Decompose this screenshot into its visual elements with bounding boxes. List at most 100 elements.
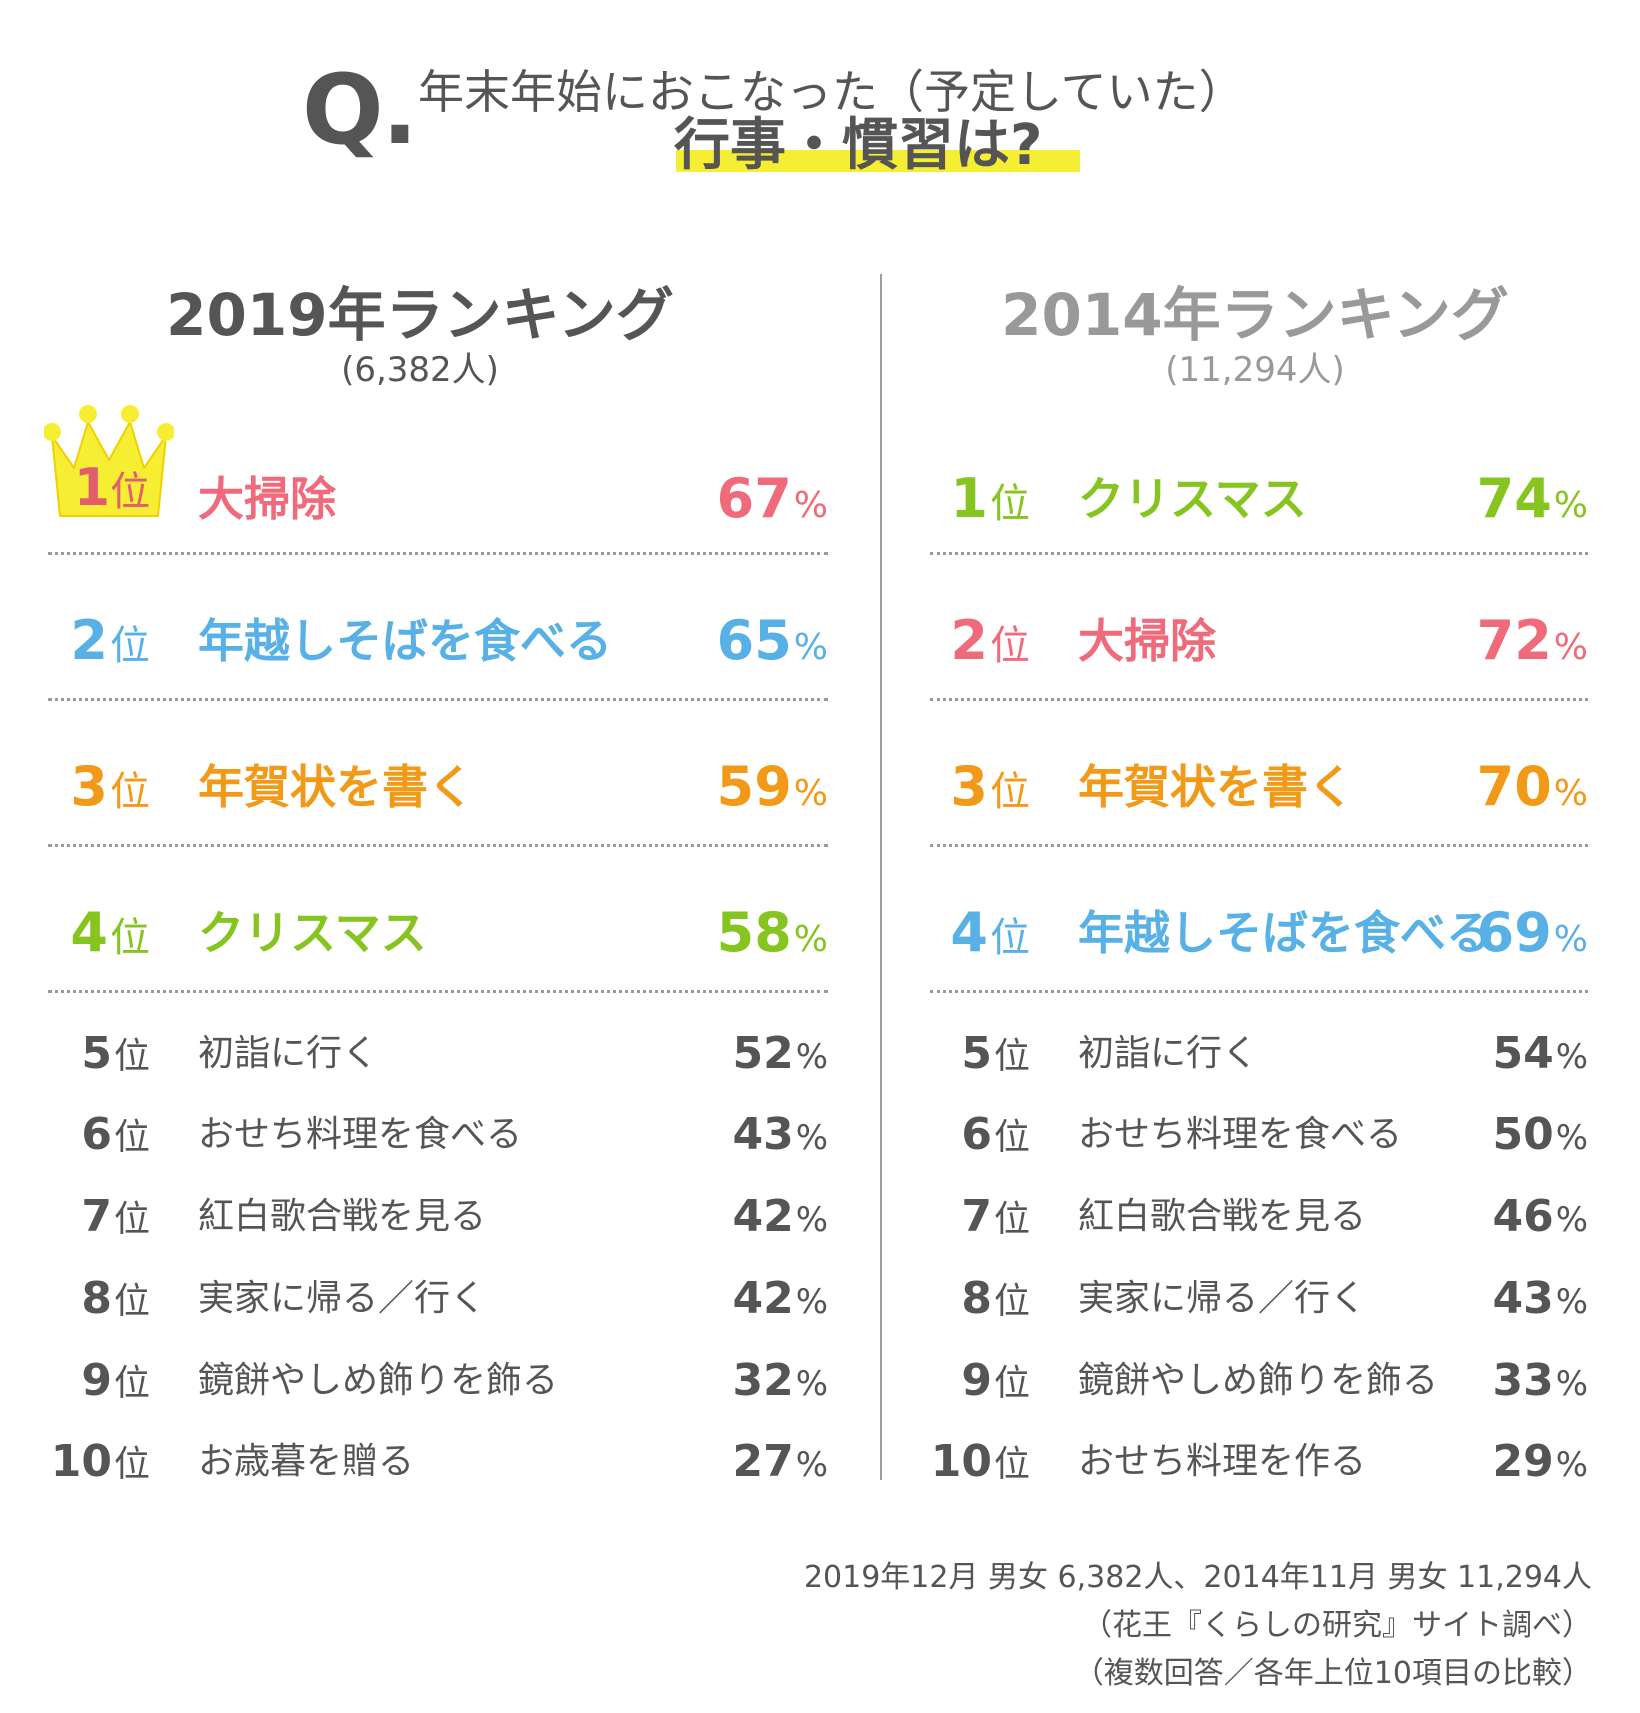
item-label: 初詣に行く (1078, 1033, 1259, 1074)
rank-number: 5 (81, 1028, 112, 1079)
rank: 8位 (890, 1277, 1030, 1321)
rank-number: 9 (961, 1355, 992, 1406)
percentage-unit: % (793, 773, 828, 814)
percentage-unit: % (1553, 919, 1588, 960)
item-percentage: 43% (648, 1113, 828, 1157)
title-highlight (676, 150, 1080, 172)
item-label: おせち料理を食べる (198, 1114, 523, 1155)
item-label: 年賀状を書く (1078, 760, 1354, 814)
percentage-value: 43 (1492, 1273, 1554, 1324)
row-separator (930, 698, 1588, 701)
rank-unit: 位 (990, 915, 1030, 961)
rank: 4位 (10, 906, 150, 960)
percentage-value: 72 (1476, 609, 1552, 672)
item-label: 大掃除 (198, 472, 336, 526)
percentage-value: 27 (732, 1436, 794, 1487)
rank: 5位 (890, 1032, 1030, 1076)
rank: 10位 (10, 1440, 150, 1484)
item-percentage: 67% (648, 472, 828, 526)
percentage-unit: % (795, 1037, 828, 1077)
rank-number: 5 (961, 1028, 992, 1079)
crown-icon (44, 405, 174, 517)
percentage-value: 29 (1492, 1436, 1554, 1487)
footer-line-3: （複数回答／各年上位10項目の比較） (1073, 1656, 1592, 1691)
rank-unit: 位 (993, 1117, 1030, 1158)
left-column-title: 2019年ランキング (166, 281, 674, 349)
item-label: おせち料理を作る (1078, 1441, 1367, 1482)
rank: 6位 (10, 1113, 150, 1157)
rank: 9位 (890, 1359, 1030, 1403)
percentage-unit: % (795, 1282, 828, 1322)
item-percentage: 74% (1408, 472, 1588, 526)
percentage-value: 70 (1476, 755, 1552, 818)
rank-unit: 位 (113, 1281, 150, 1322)
row-separator (48, 844, 828, 847)
rank-unit: 位 (993, 1444, 1030, 1485)
percentage-value: 74 (1476, 467, 1552, 530)
footer-line-1: 2019年12月 男女 6,382人、2014年11月 男女 11,294人 (803, 1560, 1592, 1595)
item-label: 年賀状を書く (198, 760, 474, 814)
percentage-value: 59 (716, 755, 792, 818)
percentage-unit: % (1555, 1037, 1588, 1077)
rank-unit: 位 (993, 1036, 1030, 1077)
item-percentage: 42% (648, 1277, 828, 1321)
percentage-value: 52 (732, 1028, 794, 1079)
item-percentage: 69% (1408, 906, 1588, 960)
percentage-value: 50 (1492, 1109, 1554, 1160)
rank-number: 6 (961, 1109, 992, 1160)
rank: 3位 (890, 760, 1030, 814)
rank-number: 7 (81, 1191, 112, 1242)
percentage-value: 54 (1492, 1028, 1554, 1079)
rank: 2位 (890, 614, 1030, 668)
percentage-value: 32 (732, 1355, 794, 1406)
rank-number: 7 (961, 1191, 992, 1242)
item-label: 初詣に行く (198, 1033, 379, 1074)
item-label: 鏡餅やしめ飾りを飾る (198, 1360, 559, 1401)
question-line-1: 年末年始におこなった（予定していた） (418, 65, 1245, 119)
item-percentage: 58% (648, 906, 828, 960)
rank-unit: 位 (990, 769, 1030, 815)
rank-number: 2 (70, 609, 108, 672)
footer-line-2: （花王『くらしの研究』サイト調べ） (1082, 1608, 1592, 1643)
rank-unit: 位 (993, 1199, 1030, 1240)
rank: 10位 (890, 1440, 1030, 1484)
percentage-unit: % (1555, 1364, 1588, 1404)
percentage-unit: % (795, 1364, 828, 1404)
row-separator (930, 844, 1588, 847)
rank-number: 8 (961, 1273, 992, 1324)
percentage-unit: % (1553, 627, 1588, 668)
right-column-subtitle: (11,294人) (1165, 350, 1345, 390)
rank-unit: 位 (990, 481, 1030, 527)
percentage-value: 65 (716, 609, 792, 672)
item-label: おせち料理を食べる (1078, 1114, 1403, 1155)
item-percentage: 50% (1408, 1113, 1588, 1157)
item-percentage: 70% (1408, 760, 1588, 814)
rank-number: 4 (950, 901, 988, 964)
left-column-subtitle: (6,382人) (341, 350, 499, 390)
question-mark: Q. (302, 54, 418, 166)
column-divider (880, 274, 882, 1480)
rank-number: 9 (81, 1355, 112, 1406)
percentage-unit: % (1555, 1282, 1588, 1322)
rank-unit: 位 (113, 1117, 150, 1158)
percentage-value: 42 (732, 1273, 794, 1324)
item-percentage: 65% (648, 614, 828, 668)
rank-number: 3 (70, 755, 108, 818)
item-label: クリスマス (198, 906, 427, 960)
item-percentage: 52% (648, 1032, 828, 1076)
rank: 4位 (890, 906, 1030, 960)
percentage-unit: % (793, 919, 828, 960)
row-separator (48, 698, 828, 701)
rank-number: 2 (950, 609, 988, 672)
rank-unit: 位 (993, 1281, 1030, 1322)
rank-unit: 位 (113, 1036, 150, 1077)
percentage-unit: % (795, 1200, 828, 1240)
rank: 8位 (10, 1277, 150, 1321)
rank: 1位 (890, 472, 1030, 526)
percentage-value: 42 (732, 1191, 794, 1242)
question-line-2: 行事・慣習は? (674, 113, 1043, 178)
item-percentage: 59% (648, 760, 828, 814)
percentage-value: 46 (1492, 1191, 1554, 1242)
item-label: 年越しそばを食べる (198, 614, 612, 668)
rank-unit: 位 (113, 1444, 150, 1485)
